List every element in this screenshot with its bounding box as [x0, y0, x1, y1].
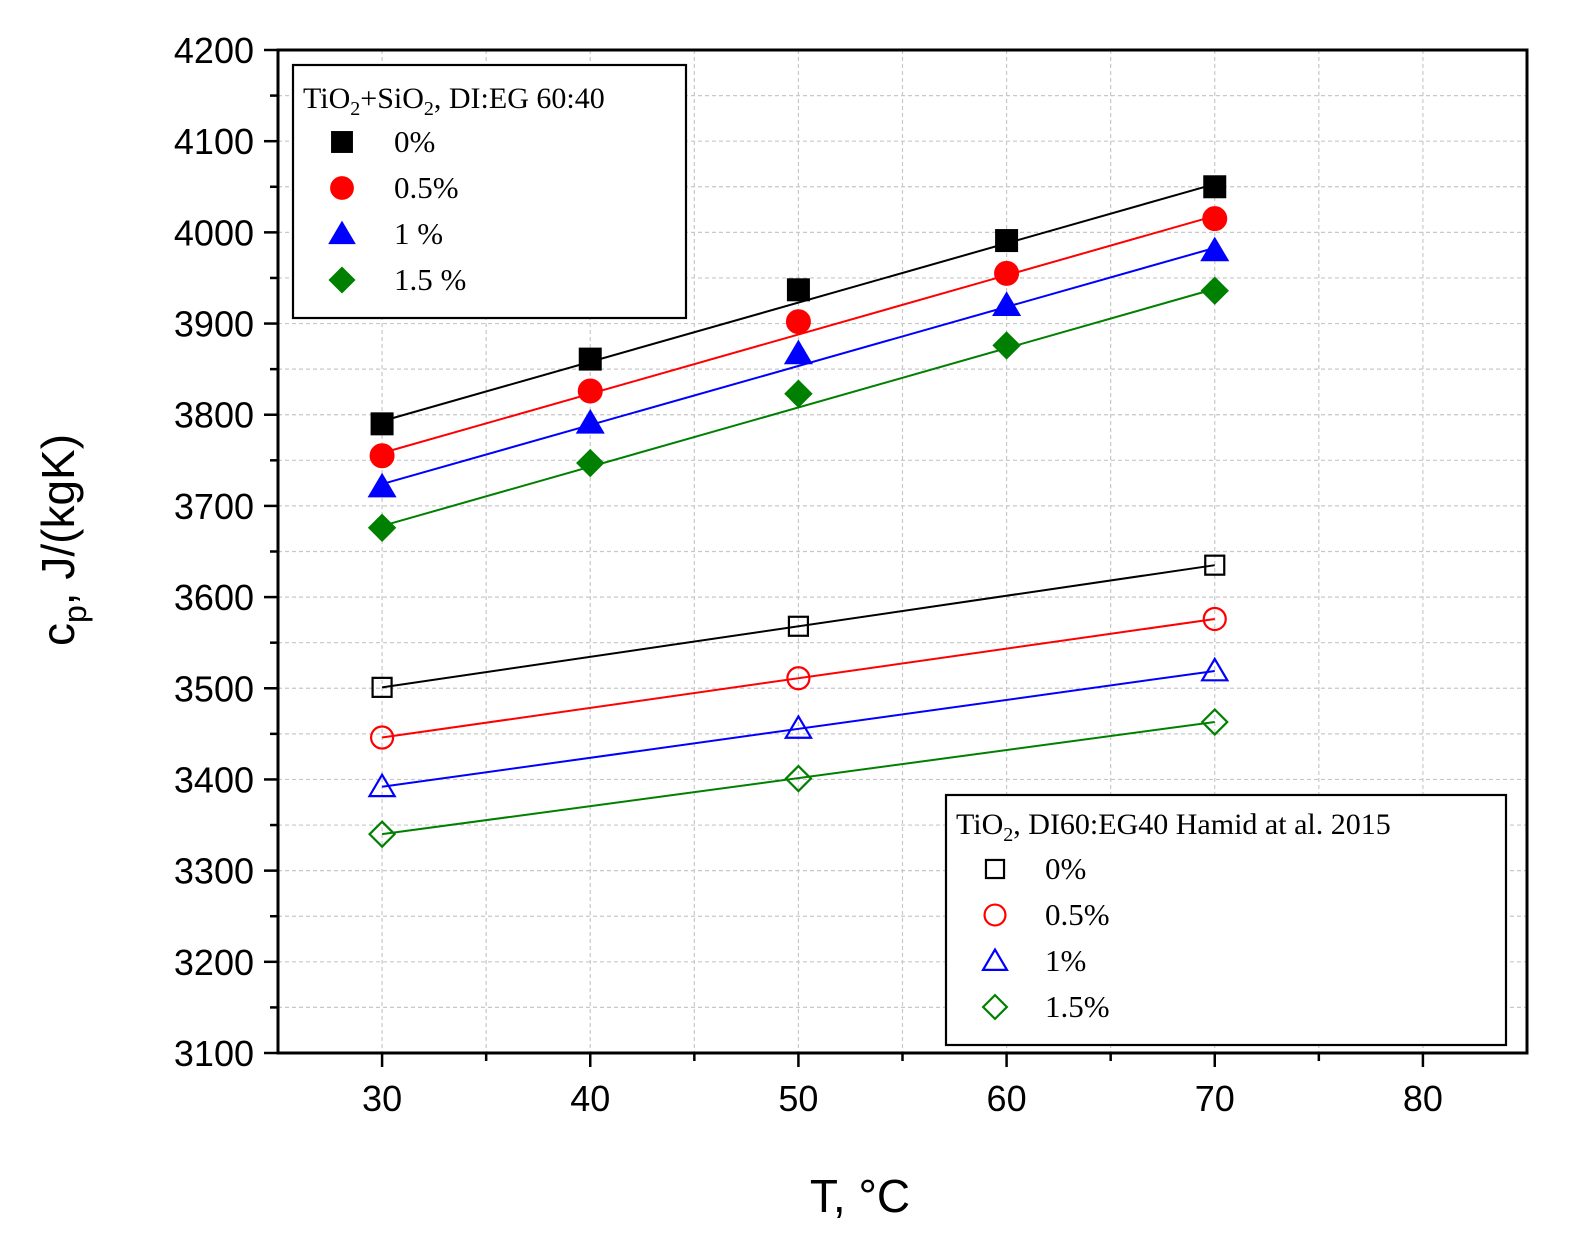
legend-marker: [981, 947, 1009, 971]
legend-label: 1 %: [394, 216, 443, 251]
y-tick-labels: 3100 3200 3300 3400 3500 3600 3700 3800 3900 4000…: [174, 30, 254, 1074]
legend-marker: [981, 993, 1009, 1021]
data-point: [1202, 206, 1228, 232]
x-tick-label: 80: [1403, 1078, 1443, 1119]
legend-marker: [983, 903, 1007, 927]
data-point: [576, 448, 605, 478]
fit-line: [381, 564, 1215, 689]
fit-line: [381, 214, 1216, 454]
data-point: [787, 615, 810, 637]
y-tick-label: 3600: [174, 577, 254, 618]
fit-line: [381, 617, 1215, 739]
legend-title: TiO2+SiO2, DI:EG 60:40: [303, 82, 605, 120]
legend-marker: [328, 220, 356, 245]
data-point: [370, 412, 394, 436]
y-tick-label: 3400: [174, 759, 254, 800]
x-tick-label: 40: [570, 1078, 610, 1119]
data-point: [367, 513, 397, 542]
legend-label: 1.5 %: [394, 262, 466, 297]
data-point: [1203, 175, 1227, 199]
x-axis-title: T, °C: [810, 1170, 910, 1222]
y-tick-label: 3800: [174, 395, 254, 436]
legend-marker: [331, 131, 353, 153]
legend-label: 0.5%: [1045, 897, 1110, 932]
legend-label: 0%: [1045, 851, 1086, 886]
y-tick-label: 4200: [174, 30, 254, 71]
fit-line: [381, 246, 1216, 485]
x-tick-label: 30: [362, 1078, 402, 1119]
legend-bottom-right: TiO2, DI60:EG40 Hamid at al. 2015 0% 0.5% 1…: [944, 793, 1508, 1047]
fit-lines: [381, 183, 1216, 836]
x-tick-label: 70: [1195, 1078, 1235, 1119]
fit-line: [381, 183, 1216, 423]
legend-box: [291, 63, 688, 320]
y-tick-label: 3200: [174, 942, 254, 983]
legends: TiO2+SiO2, DI:EG 60:400%0.5%1 %1.5 %TiO2…: [291, 63, 1508, 1047]
data-point: [994, 260, 1020, 286]
y-tick-label: 4000: [174, 212, 254, 253]
fit-line: [381, 669, 1215, 788]
legend-title: TiO2, DI60:EG40 Hamid at al. 2015: [956, 808, 1391, 846]
data-point: [1202, 606, 1227, 632]
data-point: [784, 764, 813, 793]
x-tick-label: 60: [987, 1078, 1027, 1119]
x-tick-label: 50: [778, 1078, 818, 1119]
data-point: [992, 331, 1021, 360]
legend-box: [944, 793, 1508, 1047]
fit-line: [381, 721, 1215, 836]
y-tick-label: 4100: [174, 121, 254, 162]
data-point: [784, 379, 813, 408]
data-point: [1200, 707, 1229, 737]
legend-top-left: TiO2+SiO2, DI:EG 60:40 0% 0.5% 1 % 1.5 %: [291, 63, 688, 320]
data-point: [995, 229, 1019, 253]
y-tick-label: 3100: [174, 1033, 254, 1074]
data-point: [575, 408, 605, 434]
legend-label: 1%: [1045, 943, 1086, 978]
data-point: [367, 772, 397, 798]
data-point: [783, 714, 813, 739]
axis-ticks: [264, 48, 1425, 1067]
legend-marker: [330, 176, 354, 200]
legend-label: 0%: [394, 124, 435, 159]
data-point: [1200, 656, 1230, 682]
data-point: [785, 309, 811, 335]
data-point: [1204, 554, 1226, 576]
data-point: [371, 676, 393, 698]
y-tick-label: 3300: [174, 851, 254, 892]
data-point: [1200, 276, 1229, 305]
data-point: [577, 378, 603, 404]
data-point: [578, 347, 602, 371]
legend-label: 0.5%: [394, 170, 459, 205]
data-point: [367, 472, 397, 498]
data-point: [786, 278, 810, 302]
data-point: [992, 291, 1022, 316]
y-axis-title: cp, J/(kgK): [32, 434, 93, 646]
data-point: [786, 666, 811, 691]
y-tick-label: 3700: [174, 486, 254, 527]
y-tick-label: 3500: [174, 668, 254, 709]
data-point: [1200, 236, 1230, 262]
y-tick-label: 3900: [174, 304, 254, 345]
data-markers: [367, 175, 1230, 849]
legend-marker: [328, 266, 356, 294]
data-point: [369, 443, 395, 469]
legend-label: 1.5%: [1045, 989, 1110, 1024]
data-point: [368, 820, 397, 849]
data-point: [369, 725, 395, 750]
x-tick-labels: 30 40 50 60 70 80: [362, 1078, 1443, 1119]
legend-marker: [984, 858, 1006, 880]
data-point: [783, 339, 813, 365]
